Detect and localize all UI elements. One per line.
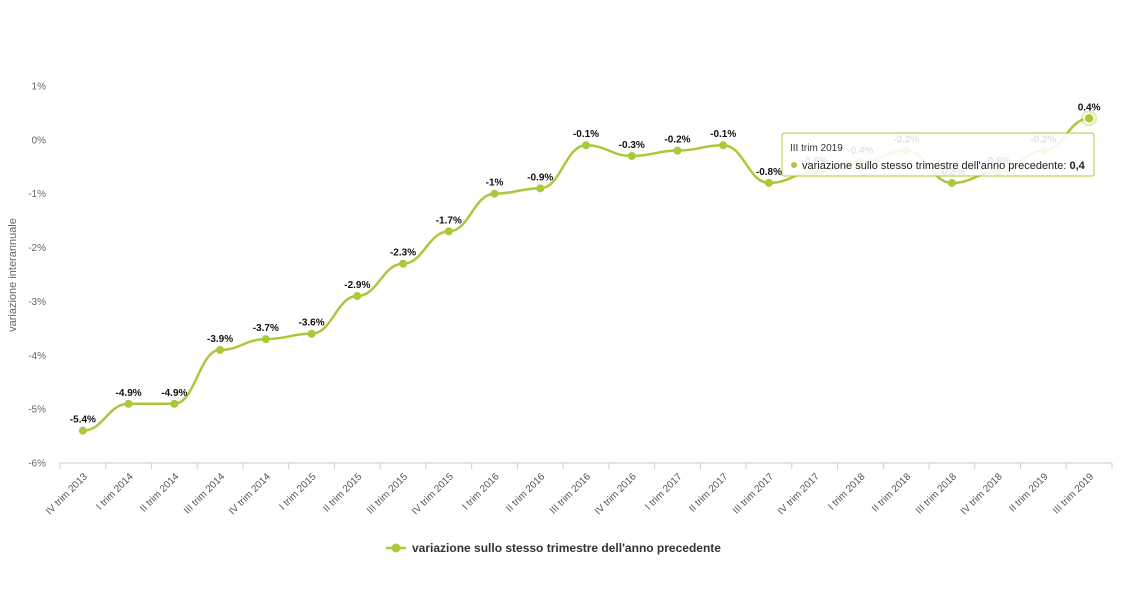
- data-point[interactable]: [719, 141, 728, 150]
- data-point[interactable]: [673, 146, 682, 155]
- x-tick-label: II trim 2016: [504, 471, 547, 514]
- tooltip-value: 0,4: [1069, 160, 1085, 172]
- data-point[interactable]: [490, 189, 499, 198]
- legend-label: variazione sullo stesso trimestre dell'a…: [412, 541, 721, 555]
- y-tick-label: -3%: [28, 297, 46, 308]
- data-label: -0.9%: [527, 172, 553, 183]
- tooltip-box: [781, 132, 1095, 177]
- x-tick-label: I trim 2017: [643, 471, 684, 512]
- data-point[interactable]: [582, 141, 590, 150]
- x-tick-label: III trim 2019: [1051, 471, 1096, 516]
- y-axis-title: variazione interannuale: [7, 218, 19, 332]
- x-tick-label: IV trim 2017: [776, 471, 822, 517]
- data-point[interactable]: [444, 227, 453, 236]
- data-label: -4.9%: [161, 388, 187, 399]
- x-tick-label: IV trim 2013: [44, 471, 90, 517]
- x-tick-label: IV trim 2014: [227, 471, 273, 517]
- x-tick-label: I trim 2015: [277, 471, 318, 512]
- x-tick-label: I trim 2016: [460, 471, 501, 512]
- data-label: -0.1%: [573, 129, 599, 140]
- y-tick-label: -6%: [28, 459, 46, 470]
- data-label: -1%: [486, 178, 504, 189]
- data-label: -2.3%: [390, 248, 416, 259]
- tooltip: III trim 2019 variazione sullo stesso tr…: [781, 132, 1095, 177]
- data-point[interactable]: [536, 184, 545, 193]
- data-label: -3.9%: [207, 334, 233, 345]
- data-point[interactable]: [170, 399, 179, 408]
- x-tick-label: II trim 2015: [321, 471, 364, 514]
- data-point[interactable]: [216, 345, 225, 354]
- x-tick-label: II trim 2017: [687, 471, 730, 514]
- data-label: -3.6%: [299, 318, 325, 329]
- tooltip-category: III trim 2019: [790, 143, 843, 154]
- data-label: -0.2%: [664, 135, 690, 146]
- x-tick-label: III trim 2018: [914, 471, 959, 516]
- x-tick-label: III trim 2014: [182, 471, 227, 516]
- data-point[interactable]: [124, 399, 133, 408]
- tooltip-colon: :: [1063, 160, 1069, 172]
- x-tick-label: II trim 2019: [1007, 471, 1050, 514]
- y-tick-label: -5%: [28, 405, 46, 416]
- data-label: -5.4%: [70, 415, 96, 426]
- data-point[interactable]: [627, 152, 636, 161]
- data-label: 0.4%: [1078, 102, 1101, 113]
- x-tick-label: II trim 2018: [870, 471, 913, 514]
- x-tick-label: II trim 2014: [138, 471, 181, 514]
- y-tick-label: 0%: [32, 135, 47, 146]
- x-tick-label: III trim 2015: [365, 471, 410, 516]
- x-tick-label: IV trim 2018: [959, 471, 1005, 517]
- x-tick-label: IV trim 2015: [410, 471, 456, 517]
- data-label: -0.1%: [710, 129, 736, 140]
- data-point[interactable]: [261, 335, 270, 344]
- data-point[interactable]: [399, 259, 408, 268]
- legend[interactable]: variazione sullo stesso trimestre dell'a…: [386, 541, 721, 555]
- tooltip-marker-icon: [791, 162, 797, 168]
- data-point[interactable]: [764, 178, 773, 187]
- x-tick-label: III trim 2016: [548, 471, 593, 516]
- tooltip-series-name: variazione sullo stesso trimestre dell'a…: [802, 160, 1063, 172]
- data-label: -1.7%: [436, 215, 462, 226]
- x-tick-label: IV trim 2016: [593, 471, 639, 517]
- data-point[interactable]: [307, 329, 316, 338]
- y-tick-label: -1%: [28, 189, 46, 200]
- data-point[interactable]: [1083, 112, 1095, 125]
- x-axis-ticks: IV trim 2013 I trim 2014 II trim 2014 III t…: [44, 463, 1113, 517]
- y-axis-ticks: 1% 0% -1% -2% -3% -4% -5% -6%: [28, 82, 46, 470]
- x-tick-label: I trim 2014: [95, 471, 136, 512]
- data-label: -4.9%: [116, 388, 142, 399]
- y-tick-label: -2%: [28, 243, 46, 254]
- x-tick-label: III trim 2017: [731, 471, 776, 516]
- legend-marker-icon: [391, 543, 401, 553]
- data-label: -0.3%: [619, 140, 645, 151]
- x-tick-label: I trim 2018: [826, 471, 867, 512]
- data-label: -3.7%: [253, 323, 279, 334]
- y-tick-label: 1%: [32, 82, 47, 93]
- y-tick-label: -4%: [28, 351, 46, 362]
- data-label: -2.9%: [344, 280, 370, 291]
- data-point[interactable]: [947, 178, 956, 187]
- tooltip-series-text: variazione sullo stesso trimestre dell'a…: [802, 160, 1086, 172]
- data-point[interactable]: [353, 292, 362, 301]
- data-point[interactable]: [78, 426, 87, 435]
- data-label: -0.8%: [756, 167, 782, 178]
